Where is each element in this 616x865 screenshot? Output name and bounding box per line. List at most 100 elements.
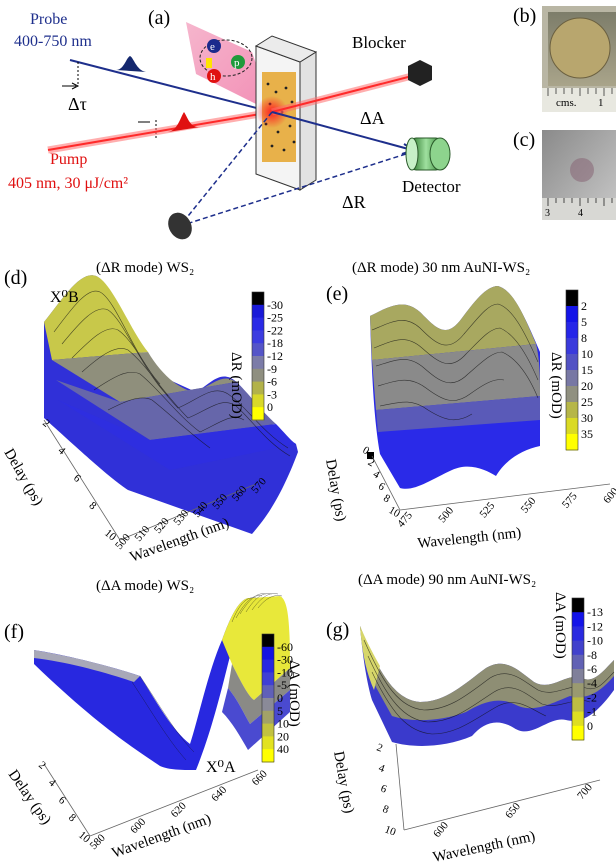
panel-d-colorbar-tick: -22 (267, 323, 283, 337)
panel-f-letter: (f) (4, 621, 24, 643)
reflected-probe (179, 111, 273, 227)
panel-e-ytick: 6 (376, 480, 387, 493)
panel-f-peak: X⁰A (206, 759, 236, 776)
panel-d-colorbar-label: ΔR (mOD) (228, 352, 244, 419)
panel-e-colorbar-segment (566, 306, 578, 323)
panel-f-colorbar-segment (262, 685, 274, 699)
panel-e-colorbar-tick: 15 (581, 363, 593, 377)
ruler-b-tick: 1 (598, 97, 604, 109)
panel-g-colorbar-tick: -2 (587, 690, 597, 704)
panel-e-xtick: 575 (560, 490, 580, 511)
panel-e-colorbar-segment (566, 354, 578, 371)
panel-g-colorbar-tick: -12 (587, 619, 603, 633)
pump-beam (47, 111, 273, 151)
panel-d-colorbar-tick: -9 (267, 362, 277, 376)
panel-g-colorbar-segment (572, 654, 584, 670)
panel-e-colorbar-segment (566, 290, 578, 307)
panel-e-surface (370, 286, 540, 489)
panel-g-colorbar-segment (572, 697, 584, 713)
panel-e-xtick: 600 (601, 485, 616, 506)
panel-f-title: (ΔA mode) WS₂ (96, 578, 194, 594)
panel-f-colorbar-tick: 40 (277, 742, 289, 756)
panel-f-colorbar-tick: -5 (277, 678, 287, 692)
panel-e-colorbar-label: ΔR (mOD) (548, 352, 564, 419)
panel-e-xtick: 500 (436, 504, 456, 525)
probe-label: Probe (30, 11, 67, 28)
panel-f-colorbar-segment (262, 646, 274, 661)
panel-d-ytick: 2 (40, 417, 52, 430)
panel-e-colorbar-tick: 8 (581, 331, 587, 345)
panel-e-corner-mark (367, 452, 374, 459)
panel-f-colorbar-segment (262, 710, 274, 725)
panel-d-xtick: 520 (152, 515, 172, 536)
panel-d: (d) (ΔR mode) WS₂ X⁰B -30-25-22-18-12-9-… (1, 260, 298, 566)
panel-f-colorbar-segment (262, 672, 274, 686)
panel-g-title: (ΔA mode) 90 nm AuNI-WS₂ (358, 572, 536, 588)
panel-d-colorbar: -30-25-22-18-12-9-6-30 (251, 291, 283, 421)
panel-d-colorbar-segment (252, 343, 264, 357)
detector-icon (405, 137, 451, 171)
panel-e-ylabel: Delay (ps) (322, 458, 349, 523)
panel-f-ytick: 6 (56, 794, 68, 807)
carrier-h: h (210, 71, 216, 83)
panel-g-colorbar-segment (572, 669, 584, 684)
blocker-label: Blocker (352, 33, 406, 52)
panel-d-colorbar-segment (252, 368, 264, 383)
panel-e-ytick: 2 (366, 456, 377, 469)
panel-d-colorbar-tick: -18 (267, 336, 283, 350)
panel-f-colorbar-tick: 5 (277, 704, 283, 718)
delay-symbol: Δτ (68, 94, 87, 114)
panel-f-xtick: 660 (250, 768, 271, 789)
panel-e-colorbar-segment (566, 386, 578, 403)
panel-c-letter: (c) (513, 129, 535, 151)
panel-f-colorbar-segment (262, 749, 274, 763)
panel-g-ytick: 8 (381, 803, 391, 816)
panel-f-colorbar-tick: -60 (277, 640, 293, 654)
panel-g-colorbar-segment (572, 683, 584, 698)
panel-d-colorbar-segment (252, 292, 264, 306)
panel-g-colorbar-segment (572, 725, 584, 741)
panel-g-colorbar-tick: -1 (587, 705, 597, 719)
panel-f-xtick: 640 (209, 784, 230, 805)
panel-g-colorbar-segment (572, 711, 584, 727)
panel-d-colorbar-segment (252, 330, 264, 344)
reflected-probe-return (179, 151, 413, 227)
deltaR-label: ΔR (342, 192, 366, 212)
panel-f-xlabel: Wavelength (nm) (110, 811, 213, 862)
transmitted-probe (271, 111, 413, 151)
probe-pulse-icon (116, 56, 146, 72)
panel-g-colorbar-tick: -13 (587, 605, 603, 619)
panel-e-axes (371, 455, 611, 511)
panel-f-ylabel: Delay (ps) (5, 767, 54, 828)
panel-d-colorbar-tick: -3 (267, 387, 277, 401)
panel-d-colorbar-segment (252, 356, 264, 370)
panel-f-colorbar-tick: 20 (277, 729, 289, 743)
panel-g: (g) (ΔA mode) 90 nm AuNI-WS₂ -13-12-10-8… (326, 572, 615, 865)
panel-d-colorbar-tick: 0 (267, 400, 273, 414)
panel-f-xtick: 620 (169, 800, 190, 821)
panel-g-colorbar-tick: -6 (587, 662, 597, 676)
panel-g-ytick: 2 (375, 742, 384, 755)
panel-d-surface (44, 275, 298, 534)
panel-e-ytick: 4 (371, 468, 382, 481)
panel-d-letter: (d) (4, 267, 27, 289)
panel-f-colorbar-tick: -10 (277, 665, 293, 679)
panel-d-colorbar-segment (252, 394, 264, 408)
panel-g-xtick: 650 (503, 800, 523, 821)
ruler-b-text: cms. (556, 97, 577, 109)
panel-f-colorbar-segment (262, 634, 274, 648)
panel-d-colorbar-tick: -12 (267, 349, 283, 363)
panel-e-colorbar-tick: 20 (581, 379, 593, 393)
panel-d-ytick: 4 (56, 445, 68, 458)
panel-d-ytick: 8 (87, 500, 99, 513)
panel-d-colorbar-segment (252, 304, 264, 319)
ruler-b (542, 88, 616, 112)
electron-icon (207, 39, 221, 53)
detector-label: Detector (402, 177, 461, 196)
panel-a-schematic: (a) Probe 400-750 nm Δτ Pump 405 nm, 30 … (8, 7, 461, 240)
panel-e-colorbar-tick: 35 (581, 427, 593, 441)
panel-g-ytick: 10 (383, 824, 398, 839)
panel-a-letter: (a) (148, 7, 170, 29)
panel-b-letter: (b) (513, 5, 536, 27)
